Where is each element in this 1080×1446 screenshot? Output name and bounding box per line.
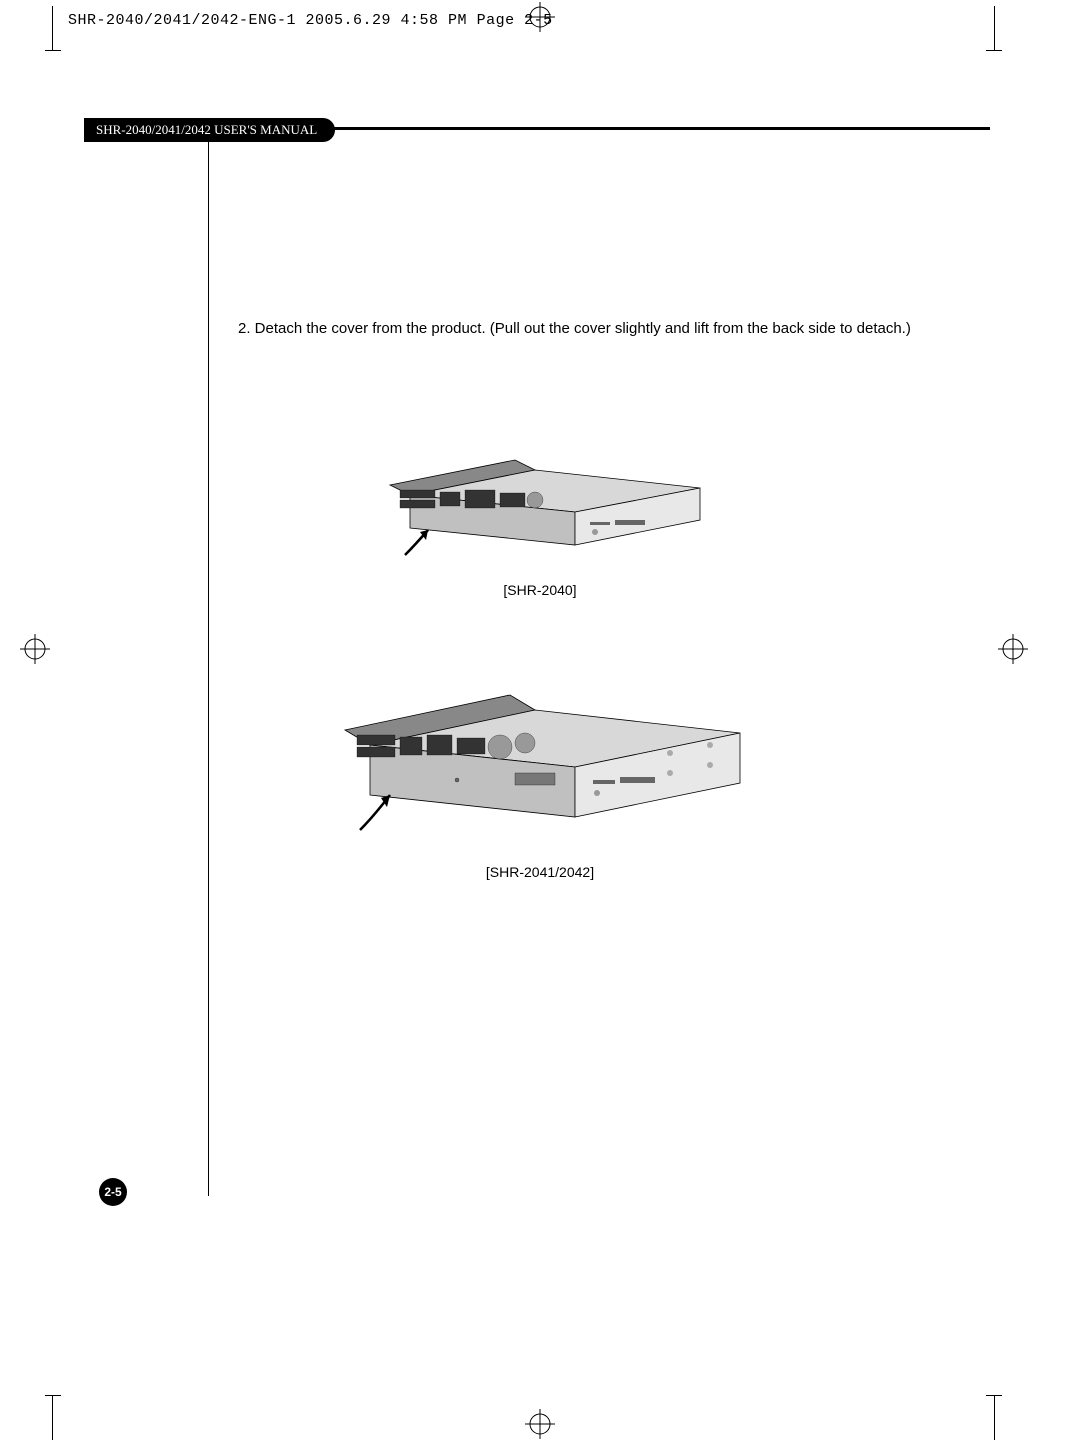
vertical-divider bbox=[208, 138, 209, 1196]
crop-mark bbox=[975, 1395, 995, 1440]
header-label: SHR-2040/2041/2042 USER'S MANUAL bbox=[84, 118, 335, 142]
registration-mark-icon bbox=[998, 634, 1028, 669]
page-number: 2-5 bbox=[99, 1178, 127, 1206]
device-figure-shr-2040 bbox=[380, 450, 710, 585]
registration-mark-icon bbox=[525, 2, 555, 37]
figure-caption-2: [SHR-2041/2042] bbox=[0, 864, 1080, 880]
figure-caption-1: [SHR-2040] bbox=[0, 582, 1080, 598]
registration-mark-icon bbox=[525, 1409, 555, 1444]
print-header: SHR-2040/2041/2042-ENG-1 2005.6.29 4:58 … bbox=[68, 12, 553, 29]
registration-mark-icon bbox=[20, 634, 50, 669]
instruction-text: 2. Detach the cover from the product. (P… bbox=[238, 318, 960, 341]
crop-mark bbox=[52, 6, 72, 51]
device-figure-shr-2041-2042 bbox=[335, 685, 755, 865]
crop-mark bbox=[975, 6, 995, 51]
crop-mark bbox=[52, 1395, 72, 1440]
